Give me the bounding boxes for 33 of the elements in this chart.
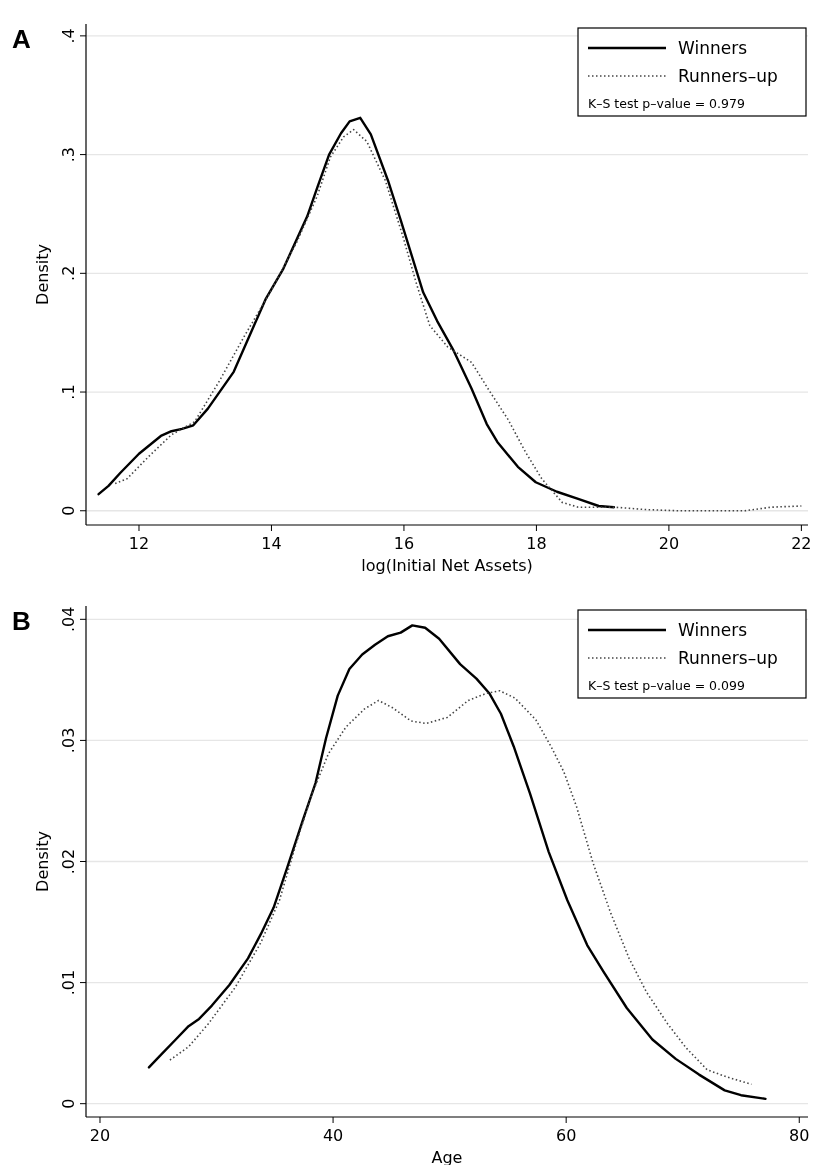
y-tick-label: 0 bbox=[59, 1098, 78, 1109]
x-tick-label: 40 bbox=[322, 1126, 344, 1145]
chart-title: B bbox=[12, 606, 31, 636]
x-tick-label: 20 bbox=[89, 1126, 111, 1145]
x-tick-label: 22 bbox=[791, 534, 812, 553]
legend-label: Winners bbox=[678, 620, 748, 640]
x-tick-label: 18 bbox=[526, 534, 547, 553]
y-tick-label: .01 bbox=[59, 969, 78, 996]
legend-label: Winners bbox=[678, 38, 748, 58]
y-tick-label: .3 bbox=[59, 146, 78, 163]
y-tick-label: .2 bbox=[59, 265, 78, 281]
x-tick-label: 80 bbox=[789, 1126, 810, 1145]
y-tick-label: .03 bbox=[59, 727, 78, 754]
x-tick-label: 16 bbox=[393, 534, 415, 553]
legend-label: Runners–up bbox=[678, 648, 778, 668]
x-tick-label: 20 bbox=[658, 534, 680, 553]
x-tick-label: 14 bbox=[261, 534, 282, 553]
x-tick-label: 60 bbox=[555, 1126, 577, 1145]
y-tick-label: .02 bbox=[59, 848, 78, 875]
y-tick-label: .4 bbox=[59, 28, 78, 44]
annotation: K–S test p–value = 0.979 bbox=[588, 96, 745, 111]
legend-label: Runners–up bbox=[678, 66, 778, 86]
chart-title: A bbox=[12, 24, 31, 54]
line-series bbox=[97, 116, 616, 509]
annotation: K–S test p–value = 0.099 bbox=[588, 678, 745, 693]
x-axis-title: log(Initial Net Assets) bbox=[361, 556, 533, 575]
line-series bbox=[114, 128, 803, 512]
y-tick-label: .04 bbox=[59, 606, 78, 633]
y-tick-label: .1 bbox=[59, 384, 78, 400]
x-tick-label: 12 bbox=[128, 534, 150, 553]
y-tick-label: 0 bbox=[59, 505, 78, 516]
y-axis-title: Density bbox=[33, 831, 52, 892]
y-axis-title: Density bbox=[33, 244, 52, 305]
